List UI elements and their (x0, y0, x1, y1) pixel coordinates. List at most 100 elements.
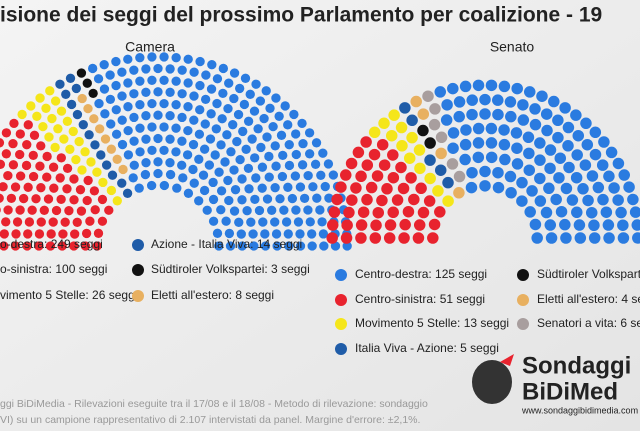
seat (331, 193, 343, 206)
seat (524, 206, 536, 218)
seat (8, 138, 18, 149)
seat (249, 241, 259, 251)
seat (378, 159, 391, 171)
seat (284, 139, 294, 150)
seat (335, 181, 347, 193)
seat (217, 114, 227, 124)
seat (90, 205, 100, 215)
seat (206, 109, 216, 119)
seat (135, 99, 145, 110)
seat (485, 151, 498, 164)
seat (466, 94, 478, 106)
seat (600, 206, 613, 218)
legend-label: vimento 5 Stelle: 26 seggi (0, 288, 137, 302)
seat (195, 80, 205, 91)
seat (28, 150, 38, 161)
seat (378, 117, 390, 130)
legend-label: Azione - Italia Viva: 14 seggi (151, 237, 302, 251)
seat (257, 183, 267, 193)
seat (357, 206, 370, 218)
seat (324, 193, 334, 203)
seat (267, 205, 277, 215)
seat (435, 147, 447, 160)
seat (1, 217, 11, 227)
seat (240, 73, 251, 83)
seat (74, 136, 84, 147)
seat (135, 53, 145, 63)
seat (171, 76, 181, 86)
seat (183, 54, 193, 64)
seat (304, 149, 315, 159)
seat (57, 241, 67, 251)
seat (82, 78, 92, 88)
seat (534, 154, 546, 166)
seat (65, 73, 76, 83)
seat (504, 96, 517, 108)
seat (403, 152, 416, 164)
seat (580, 117, 592, 130)
seat (350, 182, 362, 194)
seat (165, 134, 175, 144)
seat (106, 119, 116, 129)
seat (531, 232, 543, 244)
seat (592, 181, 605, 194)
seat (99, 59, 109, 70)
seat (466, 166, 478, 179)
seat (237, 174, 247, 184)
seat (66, 99, 77, 110)
seat (432, 185, 444, 197)
seat (233, 109, 244, 120)
seat (387, 171, 400, 184)
seat (17, 109, 27, 120)
seat (118, 164, 128, 175)
seat (441, 99, 453, 111)
seat (274, 111, 284, 121)
seat (3, 205, 13, 215)
seat (194, 154, 204, 164)
seat (258, 217, 268, 227)
seat (276, 130, 287, 141)
seat (249, 106, 260, 116)
seat (372, 206, 385, 219)
legend-label: Südtiroler Volkspart (537, 267, 640, 281)
seat (434, 86, 447, 98)
seat (427, 232, 439, 244)
seat (428, 218, 441, 231)
seat (548, 95, 560, 108)
seat (100, 109, 110, 119)
seat (48, 217, 58, 227)
seat (579, 159, 592, 171)
seat (459, 153, 471, 166)
seat (62, 163, 73, 174)
seat (15, 171, 26, 181)
seat (24, 217, 35, 227)
seat (352, 146, 365, 159)
seat (399, 102, 411, 114)
seat (206, 84, 217, 94)
seat (340, 232, 353, 244)
seat (237, 195, 247, 205)
seat (95, 124, 105, 134)
seat (298, 138, 308, 149)
seat (414, 162, 426, 175)
seat (498, 138, 511, 151)
seat (0, 207, 1, 213)
seat (574, 232, 587, 244)
seat (99, 84, 110, 94)
seat (582, 194, 594, 207)
seat (316, 170, 326, 180)
seat (391, 194, 404, 206)
seat (234, 217, 244, 227)
seat (229, 93, 239, 104)
seat (72, 217, 82, 227)
seat (522, 131, 535, 144)
seat (189, 115, 199, 125)
seat (147, 75, 157, 85)
seat (56, 194, 66, 205)
seat (77, 165, 87, 175)
seat (617, 232, 630, 244)
seat (345, 157, 358, 170)
seat (429, 103, 441, 115)
seat (585, 206, 598, 219)
